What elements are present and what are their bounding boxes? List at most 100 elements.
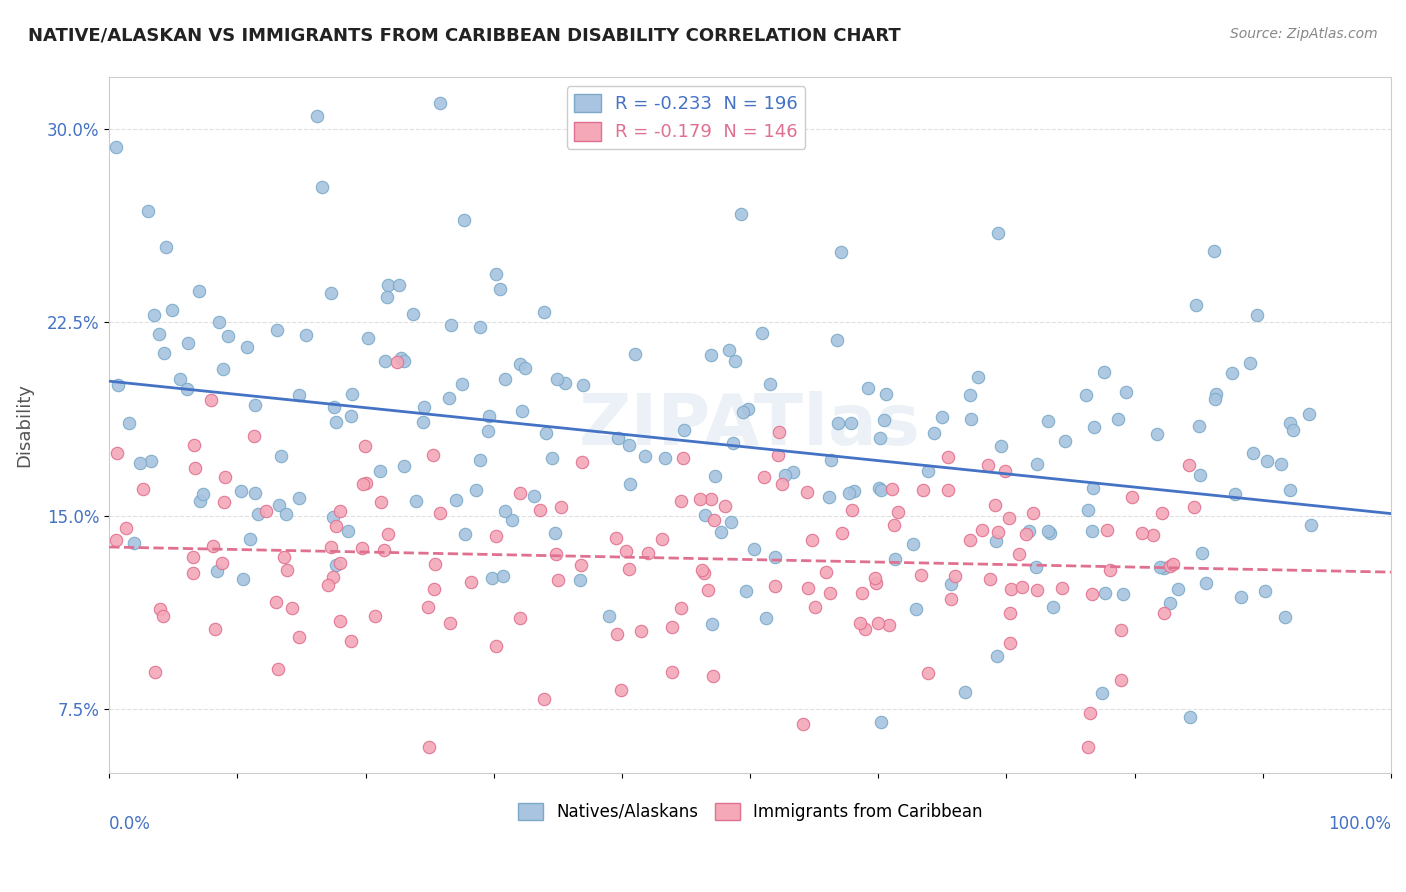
Point <box>841 503 863 517</box>
Point <box>321 540 343 554</box>
Point <box>849 615 872 630</box>
Point <box>702 669 724 683</box>
Point <box>402 307 425 321</box>
Point <box>319 286 342 301</box>
Point <box>439 615 461 630</box>
Point <box>804 600 827 615</box>
Point <box>470 453 492 467</box>
Point <box>1025 559 1047 574</box>
Point <box>752 469 775 483</box>
Point <box>124 536 146 550</box>
Point <box>998 635 1021 649</box>
Point <box>1121 490 1143 504</box>
Point <box>423 582 446 596</box>
Point <box>800 533 823 548</box>
Point <box>212 494 235 508</box>
Point <box>782 465 804 479</box>
Point <box>959 388 981 402</box>
Point <box>730 207 752 221</box>
Point <box>294 327 316 342</box>
Point <box>598 609 620 624</box>
Text: 100.0%: 100.0% <box>1329 815 1391 833</box>
Point <box>858 381 880 395</box>
Point <box>136 203 159 218</box>
Point <box>105 445 128 459</box>
Point <box>1098 564 1121 578</box>
Point <box>245 398 267 412</box>
Point <box>917 465 939 479</box>
Point <box>959 533 981 548</box>
Point <box>984 533 1007 548</box>
Point <box>936 450 959 464</box>
Point <box>485 640 508 654</box>
Point <box>152 608 174 623</box>
Point <box>468 319 491 334</box>
Point <box>529 502 551 516</box>
Point <box>766 448 789 462</box>
Point <box>751 326 773 340</box>
Point <box>311 180 333 194</box>
Point <box>523 490 546 504</box>
Point <box>405 493 427 508</box>
Point <box>880 482 903 496</box>
Point <box>453 213 475 227</box>
Point <box>544 525 567 540</box>
Point <box>1279 416 1302 430</box>
Point <box>329 557 352 571</box>
Point <box>274 507 297 521</box>
Point <box>695 508 717 523</box>
Point <box>1274 610 1296 624</box>
Point <box>624 347 647 361</box>
Point <box>717 343 740 358</box>
Point <box>288 388 311 402</box>
Point <box>464 483 486 498</box>
Point <box>211 362 233 376</box>
Point <box>960 412 983 426</box>
Point <box>939 577 962 591</box>
Point <box>673 423 696 437</box>
Point <box>1014 527 1036 541</box>
Point <box>571 454 593 468</box>
Point <box>1256 454 1278 468</box>
Point <box>1077 740 1099 755</box>
Point <box>742 541 765 556</box>
Point <box>1011 580 1033 594</box>
Point <box>869 714 891 729</box>
Text: ZIPATlas: ZIPATlas <box>579 391 921 459</box>
Point <box>368 464 391 478</box>
Point <box>492 569 515 583</box>
Point <box>830 245 852 260</box>
Point <box>494 372 516 386</box>
Point <box>700 491 723 506</box>
Point <box>336 524 359 538</box>
Point <box>481 571 503 585</box>
Point <box>734 583 756 598</box>
Point <box>1205 387 1227 401</box>
Point <box>1159 559 1181 574</box>
Point <box>986 649 1008 664</box>
Point <box>1253 584 1275 599</box>
Point <box>970 523 993 537</box>
Point <box>693 566 716 580</box>
Point <box>737 401 759 416</box>
Point <box>375 290 398 304</box>
Point <box>1054 434 1077 448</box>
Point <box>544 547 567 561</box>
Point <box>176 382 198 396</box>
Point <box>208 315 231 329</box>
Point <box>1036 414 1059 428</box>
Point <box>243 485 266 500</box>
Point <box>1018 524 1040 539</box>
Point <box>239 533 262 547</box>
Point <box>1189 467 1212 482</box>
Point <box>873 413 896 427</box>
Point <box>373 543 395 558</box>
Point <box>169 372 191 386</box>
Point <box>875 387 897 401</box>
Point <box>827 333 849 347</box>
Point <box>389 351 412 366</box>
Point <box>460 575 482 590</box>
Point <box>796 484 818 499</box>
Point <box>1225 487 1247 501</box>
Point <box>724 354 747 368</box>
